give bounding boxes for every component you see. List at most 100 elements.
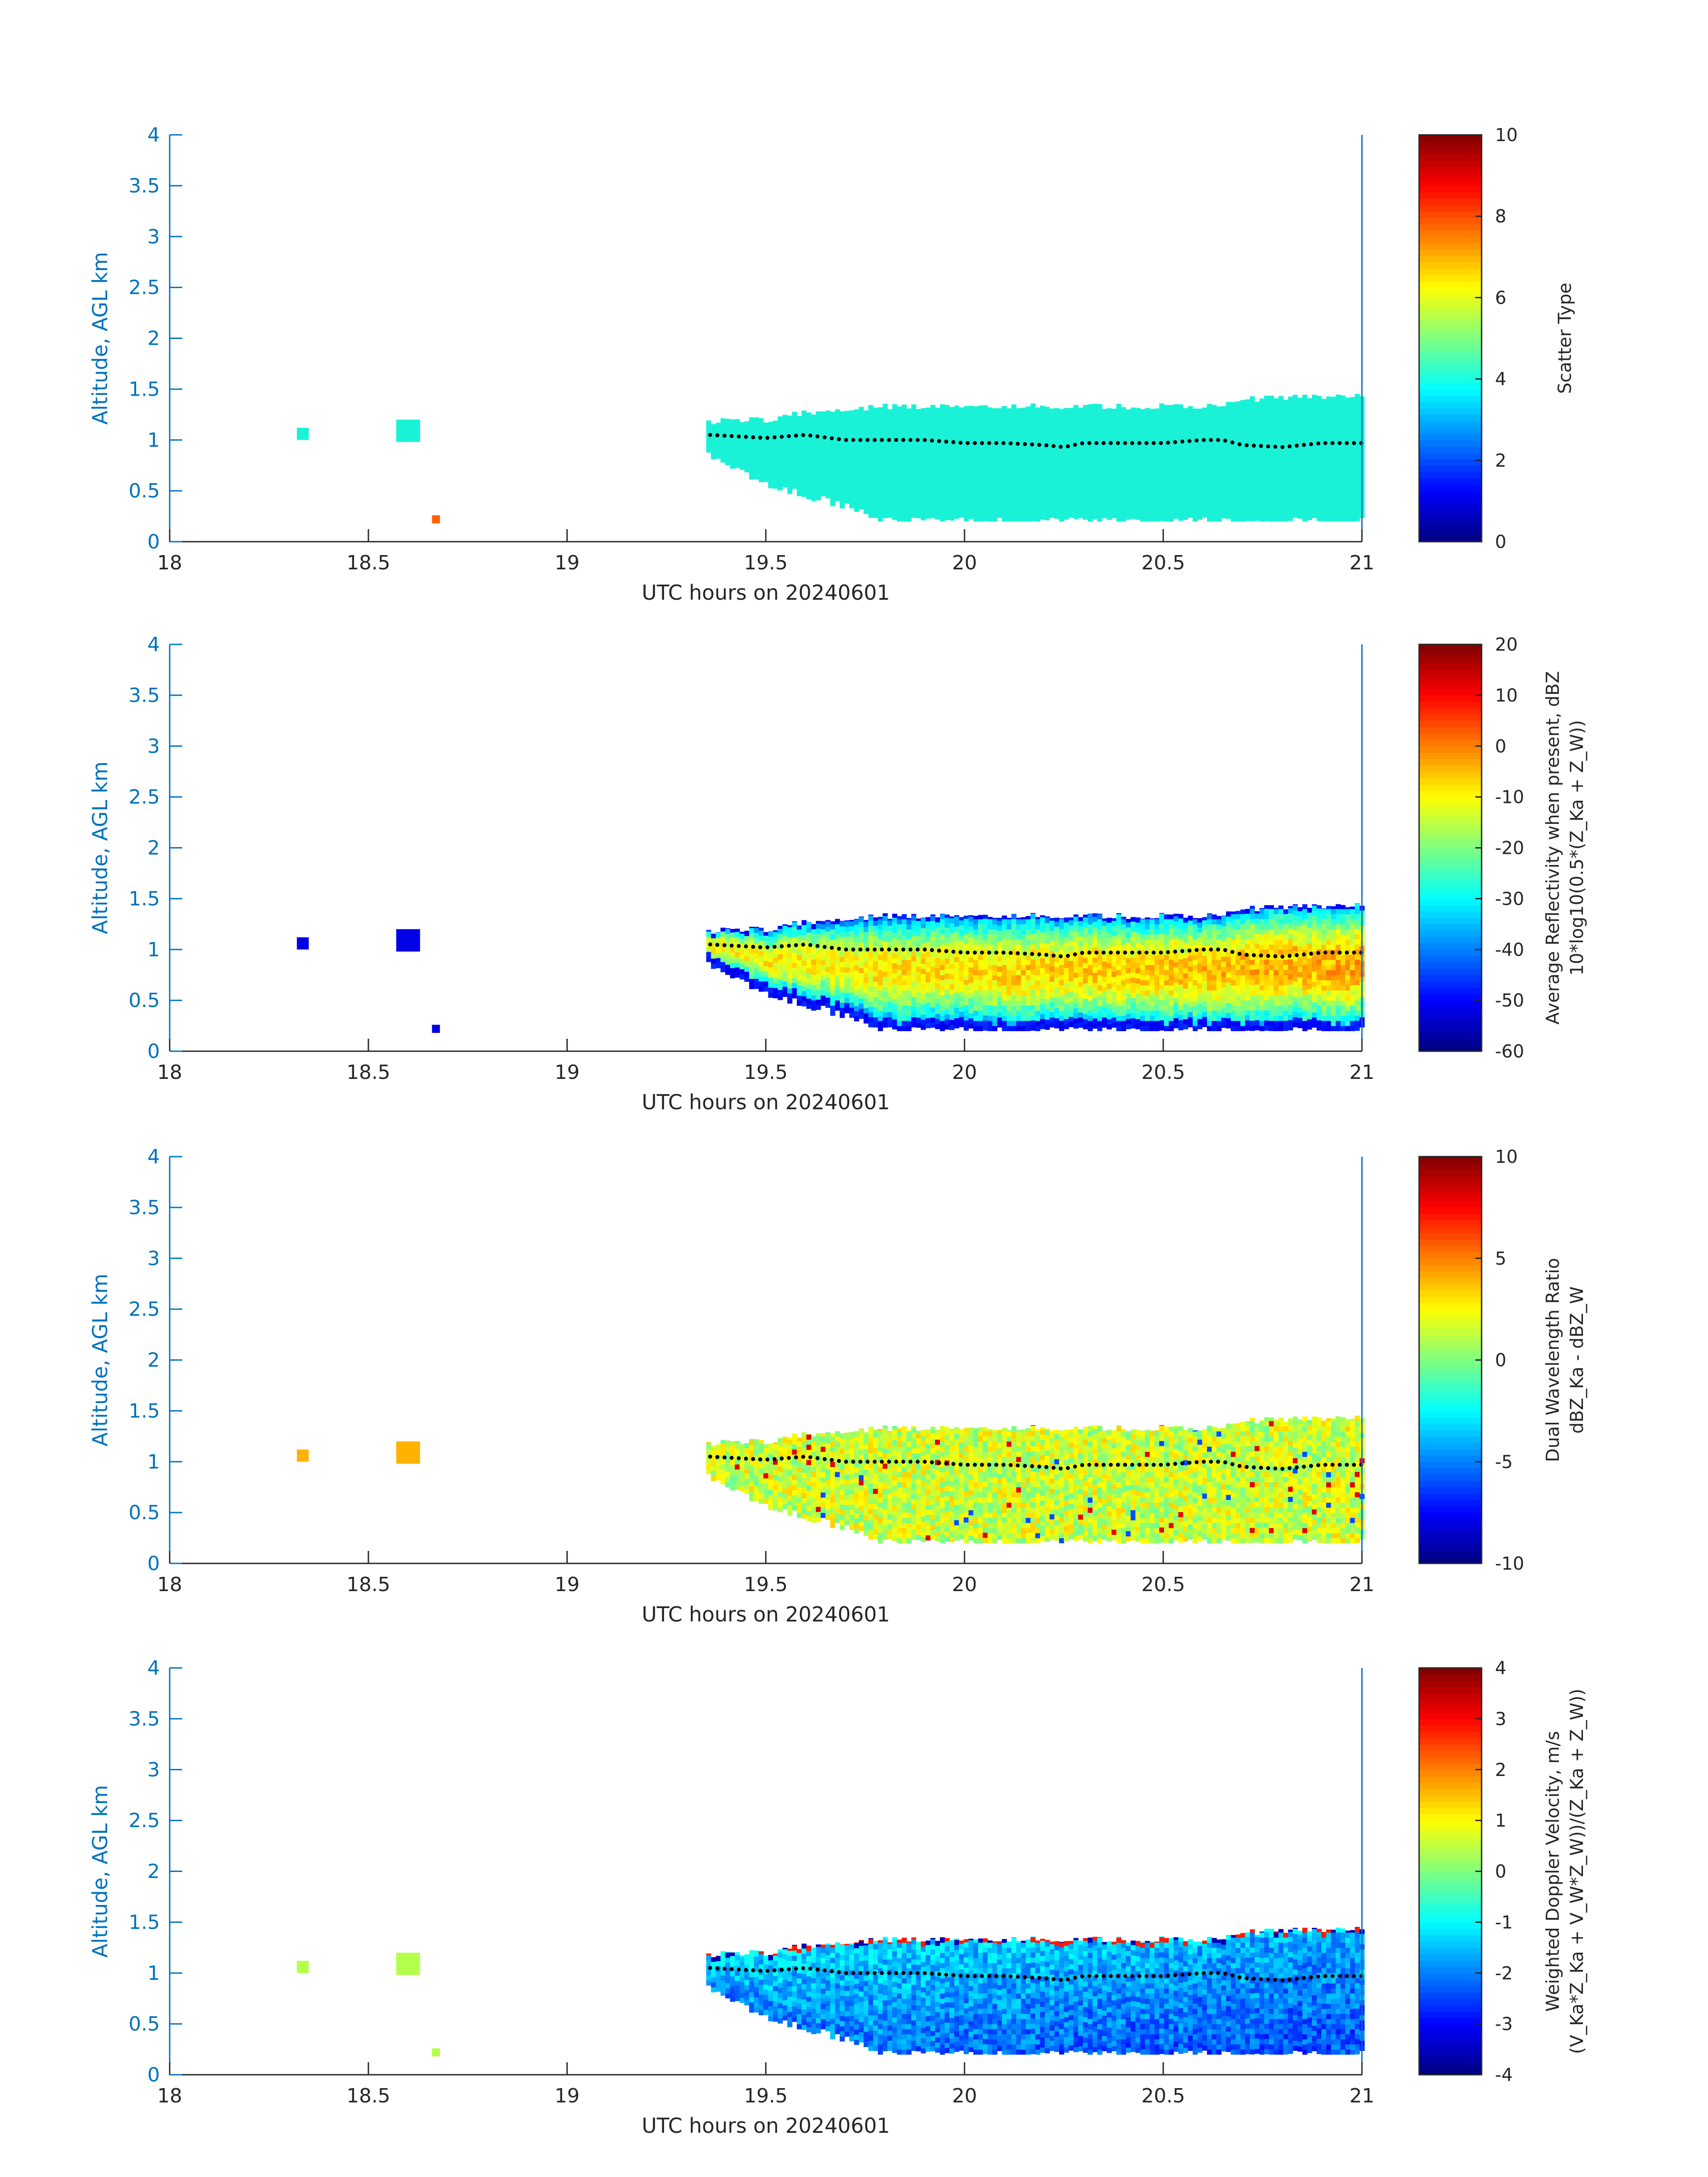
- heatmap-cell: [1092, 987, 1098, 993]
- heatmap-cell: [997, 1012, 1002, 1018]
- heatmap-cell: [1054, 427, 1060, 433]
- heatmap-cell: [1250, 396, 1255, 400]
- heatmap-cell: [916, 411, 921, 417]
- heatmap-cell: [1240, 496, 1245, 501]
- heatmap-cell: [730, 443, 735, 449]
- heatmap-cell: [1355, 424, 1360, 430]
- heatmap-cell: [844, 417, 850, 422]
- heatmap-cell: [968, 962, 974, 968]
- heatmap-cell: [1054, 936, 1060, 942]
- heatmap-cell: [1011, 960, 1017, 965]
- heatmap-cell: [1135, 438, 1140, 444]
- heatmap-cell: [954, 992, 960, 998]
- heatmap-cell: [1154, 408, 1160, 410]
- heatmap-cell: [1283, 439, 1289, 445]
- y-tick-label: 0.5: [129, 480, 160, 502]
- heatmap-cell: [930, 956, 935, 962]
- heatmap-cell: [987, 960, 993, 965]
- colorbar-segment: [1419, 421, 1482, 428]
- heatmap-cell: [949, 489, 955, 495]
- heatmap-cell: [1030, 449, 1036, 455]
- heatmap-cell: [1231, 419, 1236, 425]
- heatmap-cell: [1030, 934, 1036, 939]
- heatmap-cell: [1049, 431, 1055, 437]
- heatmap-cell: [1107, 968, 1112, 974]
- heatmap-cell: [777, 470, 783, 476]
- heatmap-cell: [1216, 440, 1222, 446]
- heatmap-cell: [916, 431, 921, 437]
- heatmap-cell: [1002, 435, 1007, 440]
- heatmap-cell: [1069, 981, 1074, 986]
- heatmap-cell: [902, 965, 907, 970]
- heatmap-cell: [944, 988, 950, 994]
- heatmap-cell: [1011, 914, 1017, 919]
- heatmap-cell: [1283, 419, 1289, 425]
- heatmap-cell: [878, 944, 883, 950]
- heatmap-cell: [1006, 501, 1012, 506]
- heatmap-cell: [959, 971, 964, 977]
- heatmap-cell: [1087, 914, 1093, 919]
- heatmap-cell: [935, 443, 940, 449]
- heatmap-cell: [1283, 450, 1289, 455]
- heatmap-cell: [1092, 437, 1098, 443]
- heatmap-cell: [992, 954, 998, 960]
- heatmap-cell: [964, 449, 969, 455]
- heatmap-cell: [1040, 983, 1045, 989]
- heatmap-cell: [792, 921, 797, 922]
- cloud-base-dot: [1337, 441, 1342, 445]
- heatmap-cell: [859, 1013, 864, 1019]
- heatmap-cell: [940, 929, 945, 935]
- heatmap-cell: [1021, 944, 1026, 950]
- heatmap-cell: [1126, 922, 1131, 928]
- heatmap-cell: [720, 931, 726, 937]
- heatmap-cell: [744, 436, 750, 442]
- heatmap-cell: [902, 1005, 907, 1011]
- heatmap-cell: [1092, 488, 1098, 494]
- heatmap-cell: [811, 455, 816, 460]
- y-axis-label: Altitude, AGL km: [88, 252, 112, 425]
- heatmap-cell: [1030, 455, 1036, 460]
- heatmap-cell: [1197, 509, 1203, 515]
- heatmap-cell: [792, 978, 797, 983]
- heatmap-cell: [839, 442, 845, 447]
- heatmap-cell: [1044, 459, 1050, 464]
- cloud-base-dot: [765, 435, 770, 440]
- heatmap-cell: [859, 468, 864, 474]
- heatmap-cell: [835, 959, 840, 965]
- heatmap-cell: [1231, 414, 1236, 420]
- heatmap-cell: [1011, 919, 1017, 924]
- heatmap-cell: [878, 1026, 883, 1032]
- heatmap-cell: [792, 993, 797, 999]
- cloud-base-dot: [894, 438, 898, 442]
- heatmap-cell: [868, 405, 873, 411]
- heatmap-cell: [1293, 492, 1298, 497]
- heatmap-cell: [935, 499, 940, 505]
- colorbar-segment: [1419, 293, 1482, 301]
- heatmap-cell: [1135, 428, 1140, 434]
- heatmap-cell: [1049, 981, 1055, 987]
- heatmap-cell: [1092, 932, 1098, 937]
- heatmap-cell: [754, 454, 759, 460]
- heatmap-cell: [949, 928, 955, 934]
- heatmap-cell: [935, 468, 940, 474]
- heatmap-cell: [1331, 445, 1336, 451]
- y-tick-label: 0: [147, 531, 160, 553]
- heatmap-cell: [882, 421, 888, 427]
- heatmap-cell: [839, 972, 845, 978]
- heatmap-cell: [1126, 514, 1131, 520]
- heatmap-cell: [878, 481, 883, 486]
- heatmap-cell: [930, 513, 935, 518]
- heatmap-cell: [916, 442, 921, 447]
- heatmap-cell: [987, 501, 993, 506]
- heatmap-cell: [1264, 419, 1270, 425]
- heatmap-cell: [806, 448, 812, 454]
- heatmap-cell: [1049, 477, 1055, 483]
- heatmap-cell: [1107, 1009, 1112, 1015]
- heatmap-cell: [835, 424, 840, 430]
- heatmap-cell: [878, 465, 883, 471]
- heatmap-cell: [973, 995, 978, 1001]
- heatmap-cell: [1126, 468, 1131, 474]
- heatmap-cell: [1135, 1019, 1140, 1024]
- heatmap-cell: [849, 482, 855, 488]
- heatmap-cell: [1102, 497, 1107, 503]
